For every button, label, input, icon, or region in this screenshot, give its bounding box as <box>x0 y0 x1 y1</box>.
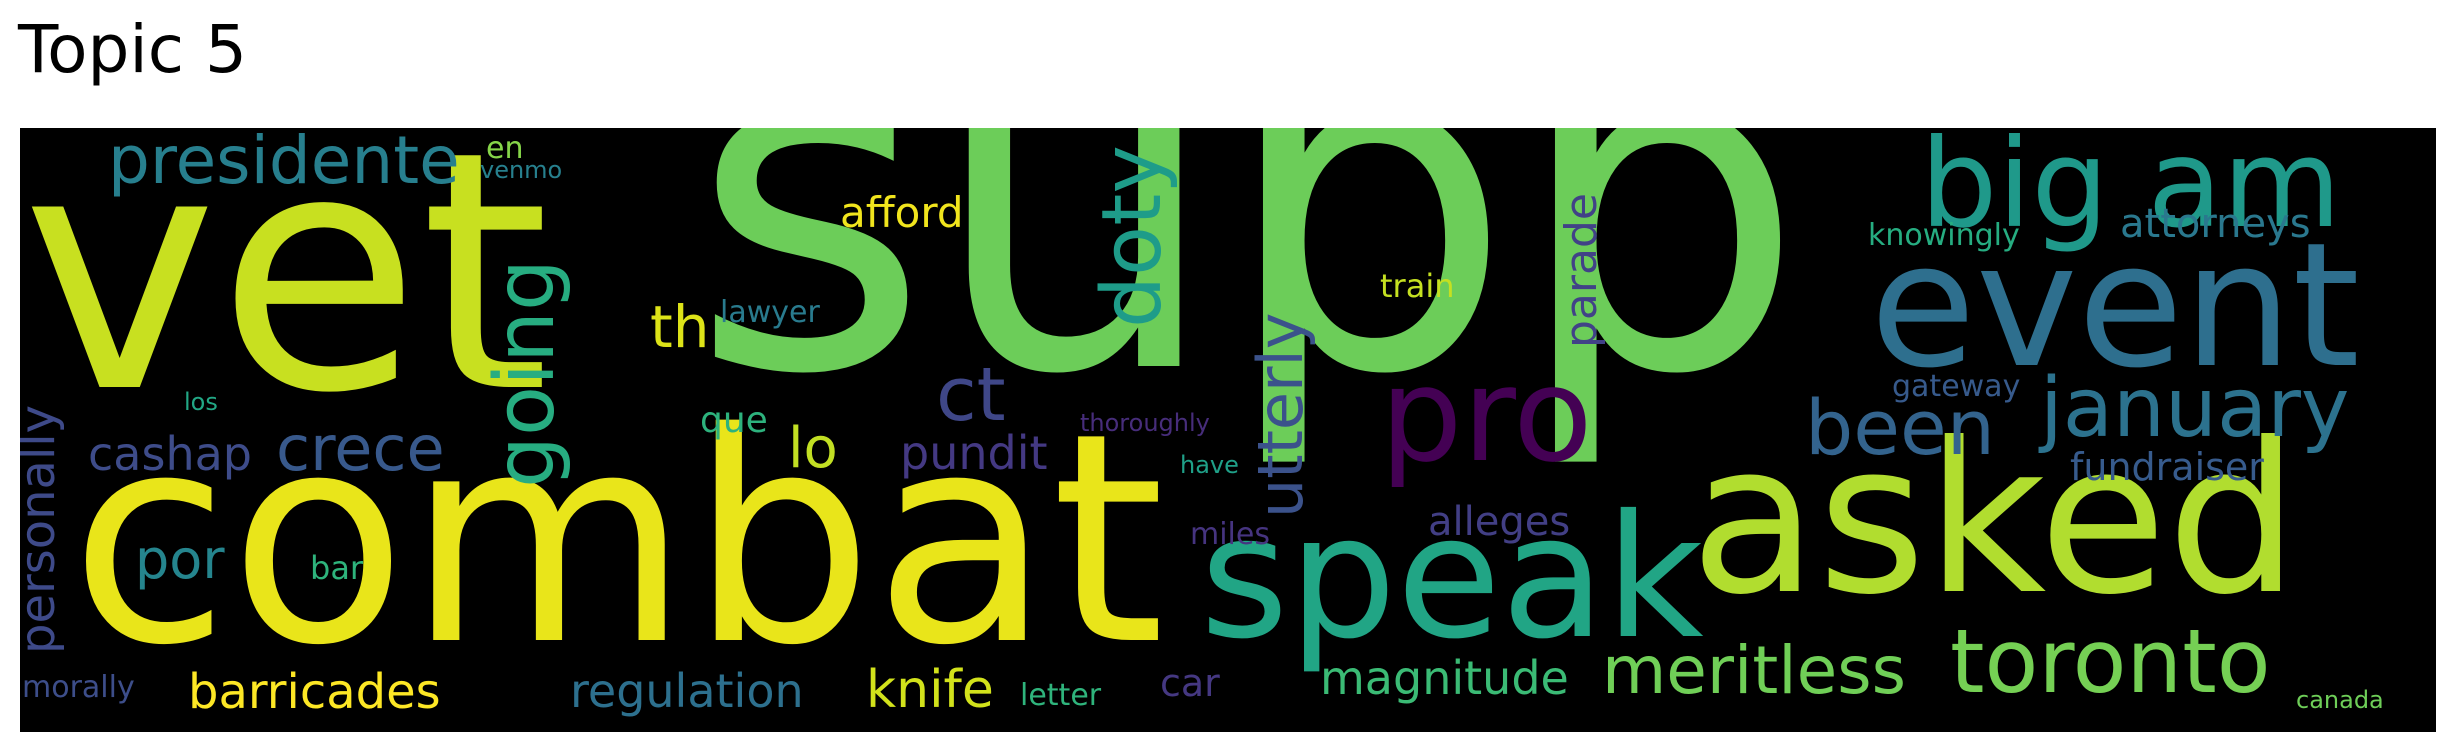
word-en: en <box>486 131 524 166</box>
word-presidente: presidente <box>108 128 460 199</box>
word-magnitude: magnitude <box>1320 651 1569 705</box>
word-meritless: meritless <box>1602 632 1906 709</box>
word-doty: doty <box>1085 145 1180 328</box>
word-venmo: venmo <box>480 156 563 184</box>
word-regulation: regulation <box>570 664 804 718</box>
word-alleges: alleges <box>1428 499 1571 545</box>
word-que: que <box>700 400 768 441</box>
word-los: los <box>184 388 218 416</box>
word-train: train <box>1380 267 1455 305</box>
word-pro: pro <box>1380 339 1593 491</box>
figure-title: Topic 5 <box>18 11 247 88</box>
word-attorneys: attorneys <box>2120 201 2311 247</box>
word-knife: knife <box>866 660 994 720</box>
word-lo: lo <box>788 416 838 481</box>
word-toronto: toronto <box>1950 610 2271 713</box>
word-combat: combat <box>70 372 1165 709</box>
word-event: event <box>1870 205 2360 406</box>
word-vet: vet <box>22 128 550 465</box>
word-utterly: utterly <box>1244 312 1317 518</box>
word-asked: asked <box>1690 399 2299 641</box>
word-cloud: supp vet combat asked event speak pro bi… <box>20 128 2436 732</box>
word-letter: letter <box>1020 678 1102 713</box>
word-speak: speak <box>1200 479 1704 677</box>
word-miles: miles <box>1190 517 1270 552</box>
word-lawyer: lawyer <box>720 295 820 330</box>
word-supp: supp <box>690 128 1806 475</box>
word-barricades: barricades <box>188 664 441 720</box>
word-have: have <box>1180 451 1239 479</box>
word-ct: ct <box>936 352 1006 438</box>
word-canada: canada <box>2296 686 2384 714</box>
word-th: th <box>650 293 710 361</box>
word-pundit: pundit <box>900 426 1048 480</box>
word-parade: parade <box>1556 193 1607 348</box>
word-cashap: cashap <box>88 427 252 481</box>
word-knowingly: knowingly <box>1868 218 2020 253</box>
word-big-am: big am <box>1920 128 2342 255</box>
word-bar: bar <box>310 549 364 587</box>
word-thoroughly: thoroughly <box>1080 409 1210 437</box>
word-going: going <box>478 258 573 488</box>
word-personally: personally <box>20 404 66 654</box>
word-car: car <box>1160 661 1220 705</box>
word-been: been <box>1805 383 1995 472</box>
word-crece: crece <box>276 412 445 485</box>
word-afford: afford <box>840 188 964 237</box>
word-morally: morally <box>22 670 135 705</box>
word-fundraiser: fundraiser <box>2070 445 2264 489</box>
word-gateway: gateway <box>1892 369 2021 404</box>
word-por: por <box>135 528 225 591</box>
word-january: january <box>2040 361 2350 456</box>
